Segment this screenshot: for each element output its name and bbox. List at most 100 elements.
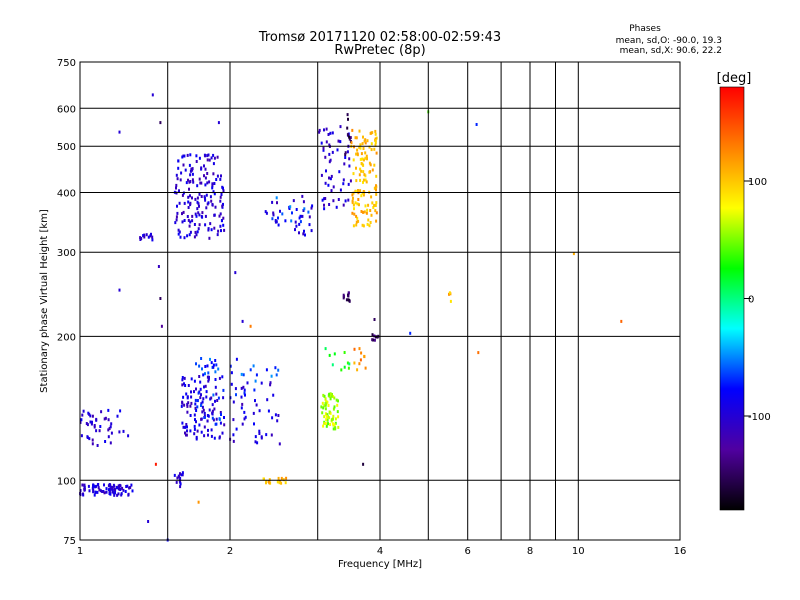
echo-point: [242, 385, 245, 389]
echo-point: [186, 404, 189, 408]
echo-point: [130, 483, 133, 487]
echo-point: [334, 421, 337, 425]
echo-point: [322, 393, 325, 397]
echo-point: [207, 414, 210, 418]
echo-point: [329, 177, 332, 181]
echo-point: [182, 425, 185, 429]
echo-point: [330, 394, 333, 398]
echo-point: [213, 192, 216, 196]
echo-point: [196, 207, 199, 211]
echo-point: [362, 135, 364, 139]
echo-point: [117, 484, 120, 488]
echo-point: [210, 199, 213, 203]
echo-point: [183, 376, 186, 380]
echo-point: [186, 396, 189, 400]
echo-point: [272, 393, 275, 397]
echo-point: [111, 486, 113, 490]
echo-point: [200, 393, 202, 397]
echo-point: [332, 407, 335, 411]
echo-point: [80, 434, 83, 438]
echo-point: [91, 486, 94, 490]
echo-point: [375, 174, 378, 178]
echo-point: [182, 163, 185, 167]
echo-point: [249, 324, 252, 328]
echo-point: [191, 172, 194, 176]
echo-point: [358, 362, 361, 366]
echo-point: [196, 184, 199, 188]
echo-point: [355, 214, 358, 218]
echo-point: [275, 373, 278, 377]
echo-point: [184, 431, 186, 435]
echo-point: [375, 184, 377, 188]
echo-point: [374, 138, 377, 142]
echo-point: [180, 404, 183, 408]
echo-point: [103, 417, 106, 421]
echo-point: [223, 228, 226, 232]
colorbar-ticks: 100 0 -100: [744, 177, 771, 423]
echo-point: [332, 395, 335, 398]
echo-point: [348, 299, 351, 303]
echo-point: [105, 487, 108, 491]
echo-point: [189, 429, 192, 433]
echo-point: [184, 425, 187, 429]
echo-point: [409, 331, 412, 335]
echo-point: [255, 403, 258, 407]
echo-point: [104, 440, 107, 443]
echo-point: [294, 228, 296, 232]
echo-point: [362, 158, 365, 162]
echo-point: [191, 178, 194, 182]
y-axis-ticks: 75 100 200 300 400 500 600 750: [57, 58, 76, 547]
echo-point: [364, 366, 367, 370]
echo-point: [211, 184, 214, 188]
echo-point: [254, 435, 257, 439]
echo-point: [99, 425, 102, 428]
echo-point: [89, 420, 92, 424]
echo-point: [368, 170, 371, 174]
echo-point: [186, 410, 189, 414]
echo-point: [210, 428, 213, 432]
echo-point: [220, 229, 222, 233]
echo-point: [311, 204, 314, 208]
echo-point: [215, 178, 218, 181]
echo-point: [198, 223, 201, 227]
echo-point: [328, 152, 331, 156]
echo-point: [363, 173, 366, 177]
echo-point: [358, 129, 361, 133]
echo-point: [200, 166, 203, 170]
echo-point: [194, 406, 197, 410]
echo-point: [207, 379, 210, 383]
echo-point: [104, 416, 107, 420]
echo-point: [211, 203, 214, 206]
echo-point: [269, 381, 272, 385]
echo-point: [219, 411, 222, 414]
echo-point: [369, 209, 372, 212]
echo-point: [91, 414, 94, 418]
echo-point: [364, 178, 367, 182]
echo-point: [370, 195, 373, 199]
echo-point: [359, 143, 362, 147]
echo-point: [176, 204, 178, 208]
echo-point: [356, 216, 359, 220]
scatter-points: [79, 93, 623, 542]
echo-point: [271, 200, 274, 204]
echo-point: [179, 477, 182, 480]
echo-point: [145, 233, 148, 237]
echo-point: [330, 418, 333, 422]
echo-point: [187, 218, 190, 222]
echo-point: [359, 189, 362, 193]
echo-point: [255, 373, 258, 377]
echo-point: [374, 186, 377, 190]
echo-point: [328, 410, 331, 414]
echo-point: [371, 201, 374, 205]
echo-point: [342, 203, 345, 207]
echo-point: [351, 211, 354, 215]
echo-point: [214, 385, 217, 389]
echo-point: [362, 178, 365, 182]
echo-point: [324, 181, 327, 185]
echo-point: [150, 232, 152, 236]
echo-point: [307, 210, 310, 214]
echo-point: [103, 483, 105, 487]
echo-point: [331, 363, 334, 367]
echo-point: [351, 128, 354, 132]
echo-point: [94, 485, 97, 489]
